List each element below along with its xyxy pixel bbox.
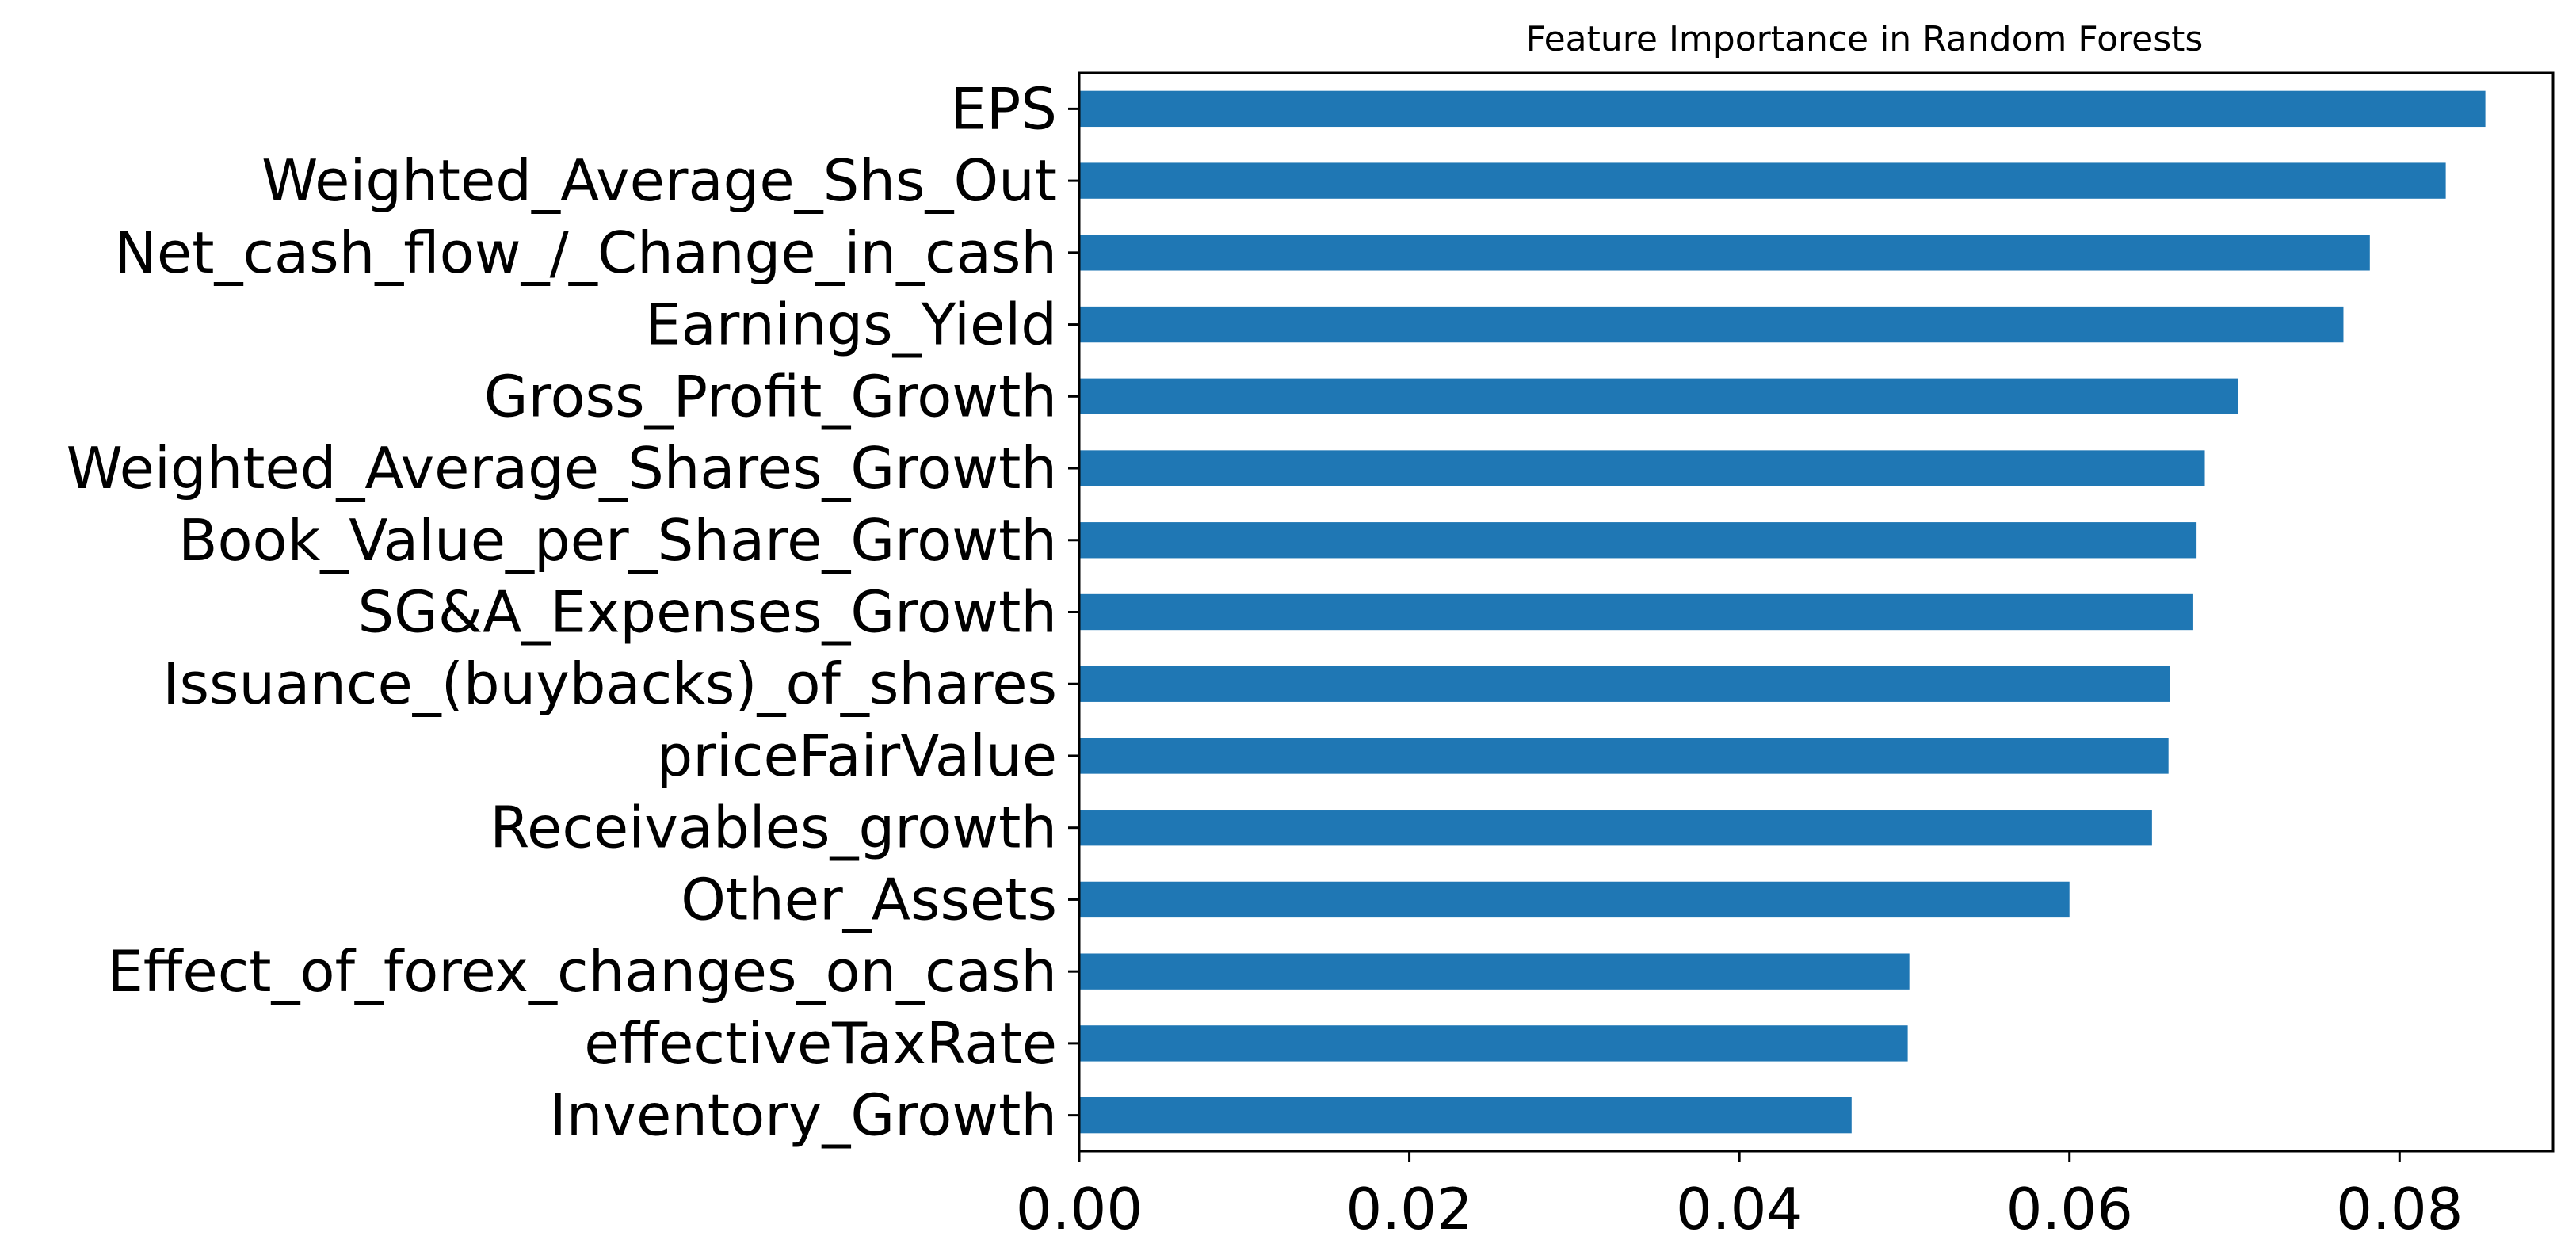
bar bbox=[1079, 1025, 1908, 1062]
x-tick-label: 0.08 bbox=[2336, 1176, 2463, 1242]
y-tick-label: Receivables_growth bbox=[490, 795, 1057, 861]
y-tick-label: Earnings_Yield bbox=[645, 292, 1057, 358]
bar bbox=[1079, 90, 2486, 128]
y-tick-label: Other_Assets bbox=[681, 866, 1057, 933]
y-tick-label: Inventory_Growth bbox=[549, 1082, 1057, 1149]
y-tick-label: Weighted_Average_Shares_Growth bbox=[67, 435, 1057, 502]
bar bbox=[1079, 953, 1910, 990]
y-tick-label: Gross_Profit_Growth bbox=[484, 363, 1057, 429]
bar bbox=[1079, 666, 2170, 702]
bars-group bbox=[1079, 90, 2486, 1134]
x-tick-label: 0.02 bbox=[1345, 1176, 1472, 1242]
bar bbox=[1079, 378, 2238, 414]
bar bbox=[1079, 235, 2370, 271]
x-ticks-group: 0.00 0.02 0.04 0.06 0.08 bbox=[1016, 1151, 2463, 1242]
y-tick-label: Net_cash_flow_/_Change_in_cash bbox=[114, 219, 1057, 286]
bar bbox=[1079, 306, 2344, 343]
bar bbox=[1079, 1097, 1852, 1134]
y-tick-label: priceFairValue bbox=[657, 723, 1057, 789]
bar bbox=[1079, 162, 2446, 199]
plot-frame bbox=[1078, 71, 2555, 1153]
bar bbox=[1079, 593, 2193, 631]
y-tick-label: SG&A_Expenses_Growth bbox=[357, 579, 1057, 646]
y-tick-label: Issuance_(buybacks)_of_shares bbox=[162, 650, 1057, 717]
bar bbox=[1079, 738, 2169, 774]
y-tick-label: Book_Value_per_Share_Growth bbox=[178, 507, 1057, 574]
y-tick-label: effectiveTaxRate bbox=[584, 1010, 1057, 1077]
y-tick-label: Effect_of_forex_changes_on_cash bbox=[107, 938, 1057, 1005]
y-tick-label: EPS bbox=[950, 75, 1057, 142]
x-tick-label: 0.00 bbox=[1016, 1176, 1143, 1242]
y-tick-label: Weighted_Average_Shs_Out bbox=[261, 147, 1057, 214]
axes-frame bbox=[1078, 71, 2555, 1153]
x-tick-label: 0.04 bbox=[1676, 1176, 1803, 1242]
bar bbox=[1079, 810, 2152, 846]
chart-title: Feature Importance in Random Forests bbox=[1526, 19, 2204, 59]
bar bbox=[1079, 881, 2070, 918]
x-tick-label: 0.06 bbox=[2006, 1176, 2133, 1242]
bar bbox=[1079, 522, 2197, 559]
y-tick-labels: EPSWeighted_Average_Shs_OutNet_cash_flow… bbox=[67, 75, 1079, 1149]
bar bbox=[1079, 450, 2205, 486]
